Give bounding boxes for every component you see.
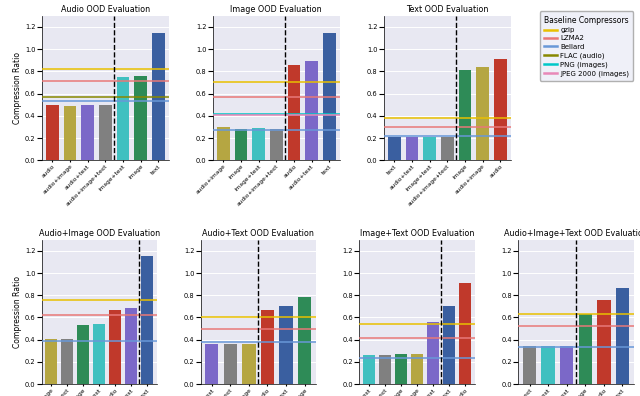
Bar — [541, 346, 555, 384]
Bar — [412, 354, 423, 384]
Bar — [579, 314, 592, 384]
Bar — [523, 346, 536, 384]
Bar — [252, 128, 265, 160]
Bar — [459, 70, 471, 160]
Bar — [388, 137, 401, 160]
Bar — [63, 106, 76, 160]
Bar — [260, 310, 274, 384]
Bar — [77, 325, 89, 384]
Legend: gzip, LZMA2, Bellard, FLAC (audio), PNG (images), JPEG 2000 (images): gzip, LZMA2, Bellard, FLAC (audio), PNG … — [540, 11, 634, 81]
Title: Image+Text OOD Evaluation: Image+Text OOD Evaluation — [360, 229, 474, 238]
Y-axis label: Compression Ratio: Compression Ratio — [13, 52, 22, 124]
Bar — [109, 310, 121, 384]
Title: Audio+Text OOD Evaluation: Audio+Text OOD Evaluation — [202, 229, 314, 238]
Bar — [305, 61, 318, 160]
Bar — [93, 324, 105, 384]
Bar — [396, 354, 407, 384]
Title: Image OOD Evaluation: Image OOD Evaluation — [230, 6, 322, 14]
Bar — [223, 344, 237, 384]
Bar — [441, 137, 454, 160]
Bar — [81, 105, 94, 160]
Bar — [234, 129, 247, 160]
Bar — [406, 137, 419, 160]
Bar — [597, 300, 611, 384]
Bar — [61, 339, 73, 384]
Bar — [560, 346, 573, 384]
Bar — [242, 344, 255, 384]
Bar — [270, 129, 283, 160]
Bar — [217, 128, 230, 160]
Bar — [205, 344, 218, 384]
Bar — [444, 306, 455, 384]
Bar — [134, 76, 147, 160]
Bar — [279, 306, 292, 384]
Y-axis label: Compression Ratio: Compression Ratio — [13, 276, 22, 348]
Title: Audio OOD Evaluation: Audio OOD Evaluation — [61, 6, 150, 14]
Bar — [141, 256, 153, 384]
Bar — [116, 77, 129, 160]
Bar — [298, 297, 311, 384]
Bar — [364, 355, 375, 384]
Bar — [287, 65, 300, 160]
Bar — [476, 67, 489, 160]
Bar — [125, 308, 137, 384]
Title: Text OOD Evaluation: Text OOD Evaluation — [406, 6, 488, 14]
Title: Audio+Image OOD Evaluation: Audio+Image OOD Evaluation — [38, 229, 160, 238]
Bar — [423, 137, 436, 160]
Bar — [45, 339, 57, 384]
Title: Audio+Image+Text OOD Evaluation: Audio+Image+Text OOD Evaluation — [504, 229, 640, 238]
Bar — [460, 283, 471, 384]
Bar — [380, 355, 391, 384]
Bar — [494, 59, 507, 160]
Bar — [323, 32, 335, 160]
Bar — [152, 32, 164, 160]
Bar — [616, 288, 629, 384]
Bar — [46, 105, 59, 160]
Bar — [99, 105, 111, 160]
Bar — [428, 322, 439, 384]
